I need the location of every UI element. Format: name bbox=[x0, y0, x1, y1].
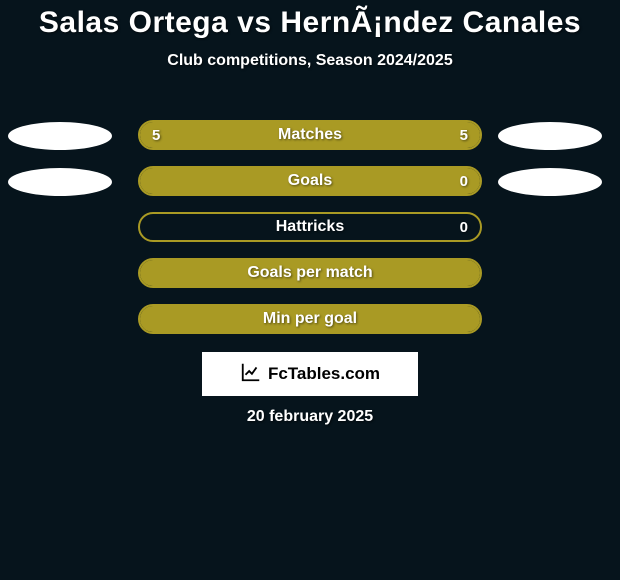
stat-rows: 55Matches 0Goals 0Hattricks Goals per match… bbox=[0, 120, 620, 350]
stat-row: 0Hattricks bbox=[0, 212, 620, 242]
stat-row: 55Matches bbox=[0, 120, 620, 150]
source-logo: FcTables.com bbox=[202, 352, 418, 396]
player-right-marker bbox=[498, 122, 602, 150]
stat-bar: Min per goal bbox=[138, 304, 482, 334]
subtitle: Club competitions, Season 2024/2025 bbox=[0, 52, 620, 70]
stat-label: Min per goal bbox=[140, 306, 480, 332]
player-left-marker bbox=[8, 122, 112, 150]
stat-label: Goals bbox=[140, 168, 480, 194]
stat-row: Min per goal bbox=[0, 304, 620, 334]
stat-row: Goals per match bbox=[0, 258, 620, 288]
stat-label: Matches bbox=[140, 122, 480, 148]
stat-bar: 0Hattricks bbox=[138, 212, 482, 242]
stat-row: 0Goals bbox=[0, 166, 620, 196]
player-right-marker bbox=[498, 168, 602, 196]
comparison-widget: Salas Ortega vs HernÃ¡ndez Canales Club … bbox=[0, 0, 620, 580]
stat-bar: 0Goals bbox=[138, 166, 482, 196]
date-label: 20 february 2025 bbox=[0, 408, 620, 426]
page-title: Salas Ortega vs HernÃ¡ndez Canales bbox=[0, 0, 620, 40]
stat-label: Hattricks bbox=[140, 214, 480, 240]
stat-label: Goals per match bbox=[140, 260, 480, 286]
stat-bar: 55Matches bbox=[138, 120, 482, 150]
stat-bar: Goals per match bbox=[138, 258, 482, 288]
logo-text: FcTables.com bbox=[268, 364, 380, 384]
player-left-marker bbox=[8, 168, 112, 196]
chart-icon bbox=[240, 361, 262, 388]
